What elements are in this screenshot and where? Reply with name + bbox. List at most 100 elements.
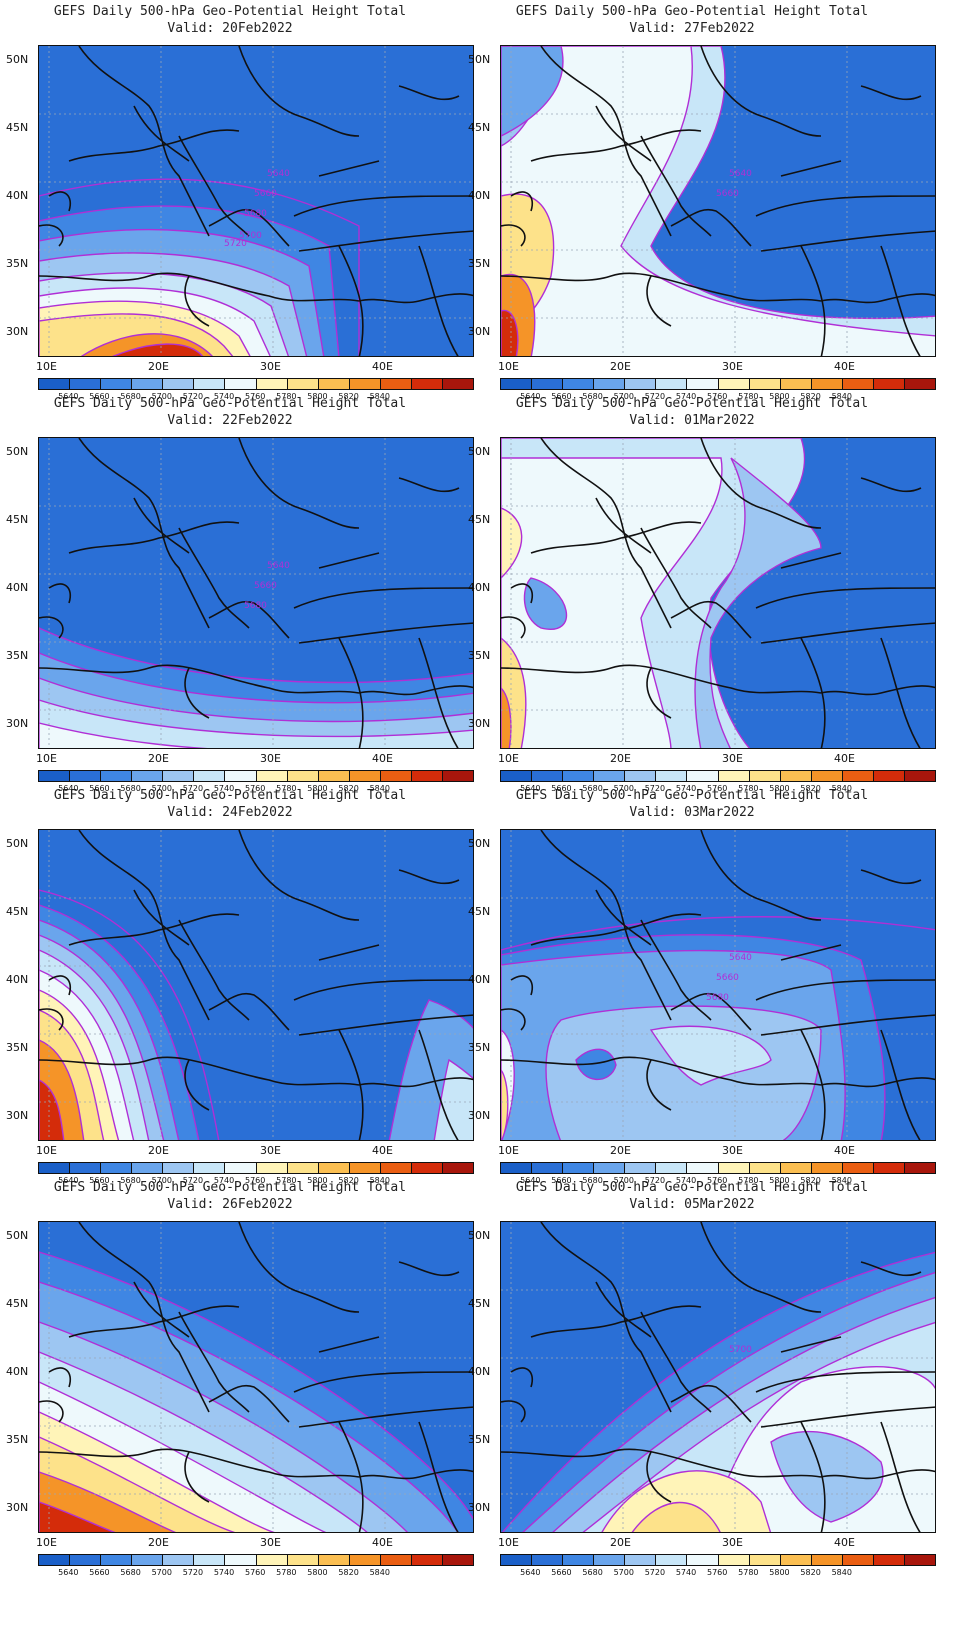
latitude-label: 30N xyxy=(6,1501,29,1514)
contour-value-label: 5720 xyxy=(224,239,247,249)
coastline xyxy=(39,664,360,694)
colorbar-swatch xyxy=(656,1163,688,1173)
contour-value-label: 5640 xyxy=(729,169,752,179)
latitude-label: 45N xyxy=(6,513,29,526)
coastline xyxy=(755,1371,935,1393)
panel-valid-date: Valid: 01Mar2022 xyxy=(629,413,755,428)
colorbar-label: 5660 xyxy=(89,784,110,793)
map-area: 5640 5660 xyxy=(500,45,936,357)
contour-fill-region xyxy=(501,687,512,748)
colorbar-swatch xyxy=(501,771,533,781)
coastline xyxy=(418,1421,459,1532)
contour-fill-region xyxy=(575,1048,617,1081)
colorbar-label: 5740 xyxy=(675,392,697,401)
colorbar-swatch xyxy=(101,379,133,389)
latitude-label: 30N xyxy=(468,717,491,730)
colorbar-label: 5640 xyxy=(520,784,541,793)
colorbar-swatch xyxy=(687,379,719,389)
colorbar-swatch xyxy=(842,771,874,781)
coastline xyxy=(646,1451,672,1503)
contour-value-label: 5700 xyxy=(239,231,262,241)
latitude-label: 45N xyxy=(468,121,491,134)
colorbar-swatch xyxy=(842,1555,874,1565)
coastline xyxy=(510,191,533,212)
coastline xyxy=(338,245,364,356)
latitude-label: 35N xyxy=(6,1041,29,1054)
colorbar-swatch xyxy=(905,771,936,781)
colorbar-swatch xyxy=(101,1555,133,1565)
coastline xyxy=(860,477,922,493)
colorbar-label: 5640 xyxy=(58,392,79,401)
coastline xyxy=(540,438,672,629)
longitude-label: 20E xyxy=(610,1144,631,1157)
coastline xyxy=(595,1281,652,1338)
coastline xyxy=(68,913,240,946)
longitude-label: 10E xyxy=(498,360,519,373)
colorbar-swatch xyxy=(501,1555,533,1565)
colorbar-label: 5680 xyxy=(582,1176,603,1185)
colorbar-swatch xyxy=(39,771,71,781)
colorbar-label: 5680 xyxy=(582,1568,603,1577)
colorbar-label: 5640 xyxy=(520,1176,541,1185)
coastline xyxy=(760,230,935,252)
colorbar-swatch xyxy=(625,1163,657,1173)
coastline xyxy=(338,1029,364,1140)
coastline xyxy=(398,477,460,493)
coastline xyxy=(780,944,842,961)
latitude-label: 50N xyxy=(6,1229,29,1242)
coastline xyxy=(780,552,842,569)
colorbar-swatch xyxy=(873,1163,906,1173)
coastline xyxy=(184,1059,210,1111)
colorbar-swatch xyxy=(532,1555,564,1565)
colorbar-swatch xyxy=(780,771,812,781)
colorbar-label: 5720 xyxy=(644,1176,666,1185)
latitude-label: 50N xyxy=(6,53,29,66)
coastline xyxy=(595,889,652,946)
colorbar-swatch xyxy=(749,1163,781,1173)
map-area: 5640 5660 5680 xyxy=(500,829,936,1141)
coastline xyxy=(238,1222,360,1313)
coastline xyxy=(501,616,526,639)
latitude-label: 45N xyxy=(468,905,491,918)
coastline xyxy=(298,230,473,252)
colorbar-label: 5800 xyxy=(769,1176,790,1185)
colorbar-swatch xyxy=(132,1555,164,1565)
latitude-label: 40N xyxy=(6,1365,29,1378)
coastline xyxy=(880,245,921,356)
map-area: 5640 5660 5680 5700 5720 xyxy=(38,45,474,357)
colorbar-swatch xyxy=(625,379,657,389)
colorbar-swatch xyxy=(905,1163,936,1173)
height-field-svg: 5700 xyxy=(501,1222,935,1532)
longitude-label: 30E xyxy=(722,1536,743,1549)
height-field-svg xyxy=(39,830,473,1140)
contour-fill-region xyxy=(601,1470,772,1532)
longitude-label: 40E xyxy=(372,1536,393,1549)
coastline xyxy=(670,1384,752,1423)
contour-value-label: 5660 xyxy=(716,189,739,199)
map-panel: GEFS Daily 500-hPa Geo-Potential Height … xyxy=(0,392,474,802)
coastline xyxy=(595,105,652,162)
latitude-label: 45N xyxy=(6,121,29,134)
coastline xyxy=(184,1451,210,1503)
coastline xyxy=(39,1400,64,1423)
coastline xyxy=(184,667,210,719)
colorbar-label: 5700 xyxy=(613,1568,634,1577)
colorbar-swatch xyxy=(349,771,381,781)
coastline xyxy=(293,587,473,609)
panel-title: GEFS Daily 500-hPa Geo-Potential Height … xyxy=(53,1180,407,1195)
colorbar-label: 5640 xyxy=(58,784,79,793)
latitude-label: 40N xyxy=(6,581,29,594)
colorbar-swatch xyxy=(194,1555,226,1565)
coastline xyxy=(39,1008,64,1031)
colorbar-swatch xyxy=(563,1555,595,1565)
colorbar-swatch xyxy=(625,771,657,781)
map-area xyxy=(38,829,474,1141)
latitude-label: 50N xyxy=(468,445,491,458)
colorbar-swatch xyxy=(256,771,288,781)
contour-value-label: 5640 xyxy=(729,953,752,963)
contour-value-label: 5660 xyxy=(254,189,277,199)
colorbar-swatch xyxy=(687,1555,719,1565)
latitude-label: 45N xyxy=(468,1297,491,1310)
latitude-label: 40N xyxy=(468,973,491,986)
colorbar-label: 5840 xyxy=(831,784,852,793)
